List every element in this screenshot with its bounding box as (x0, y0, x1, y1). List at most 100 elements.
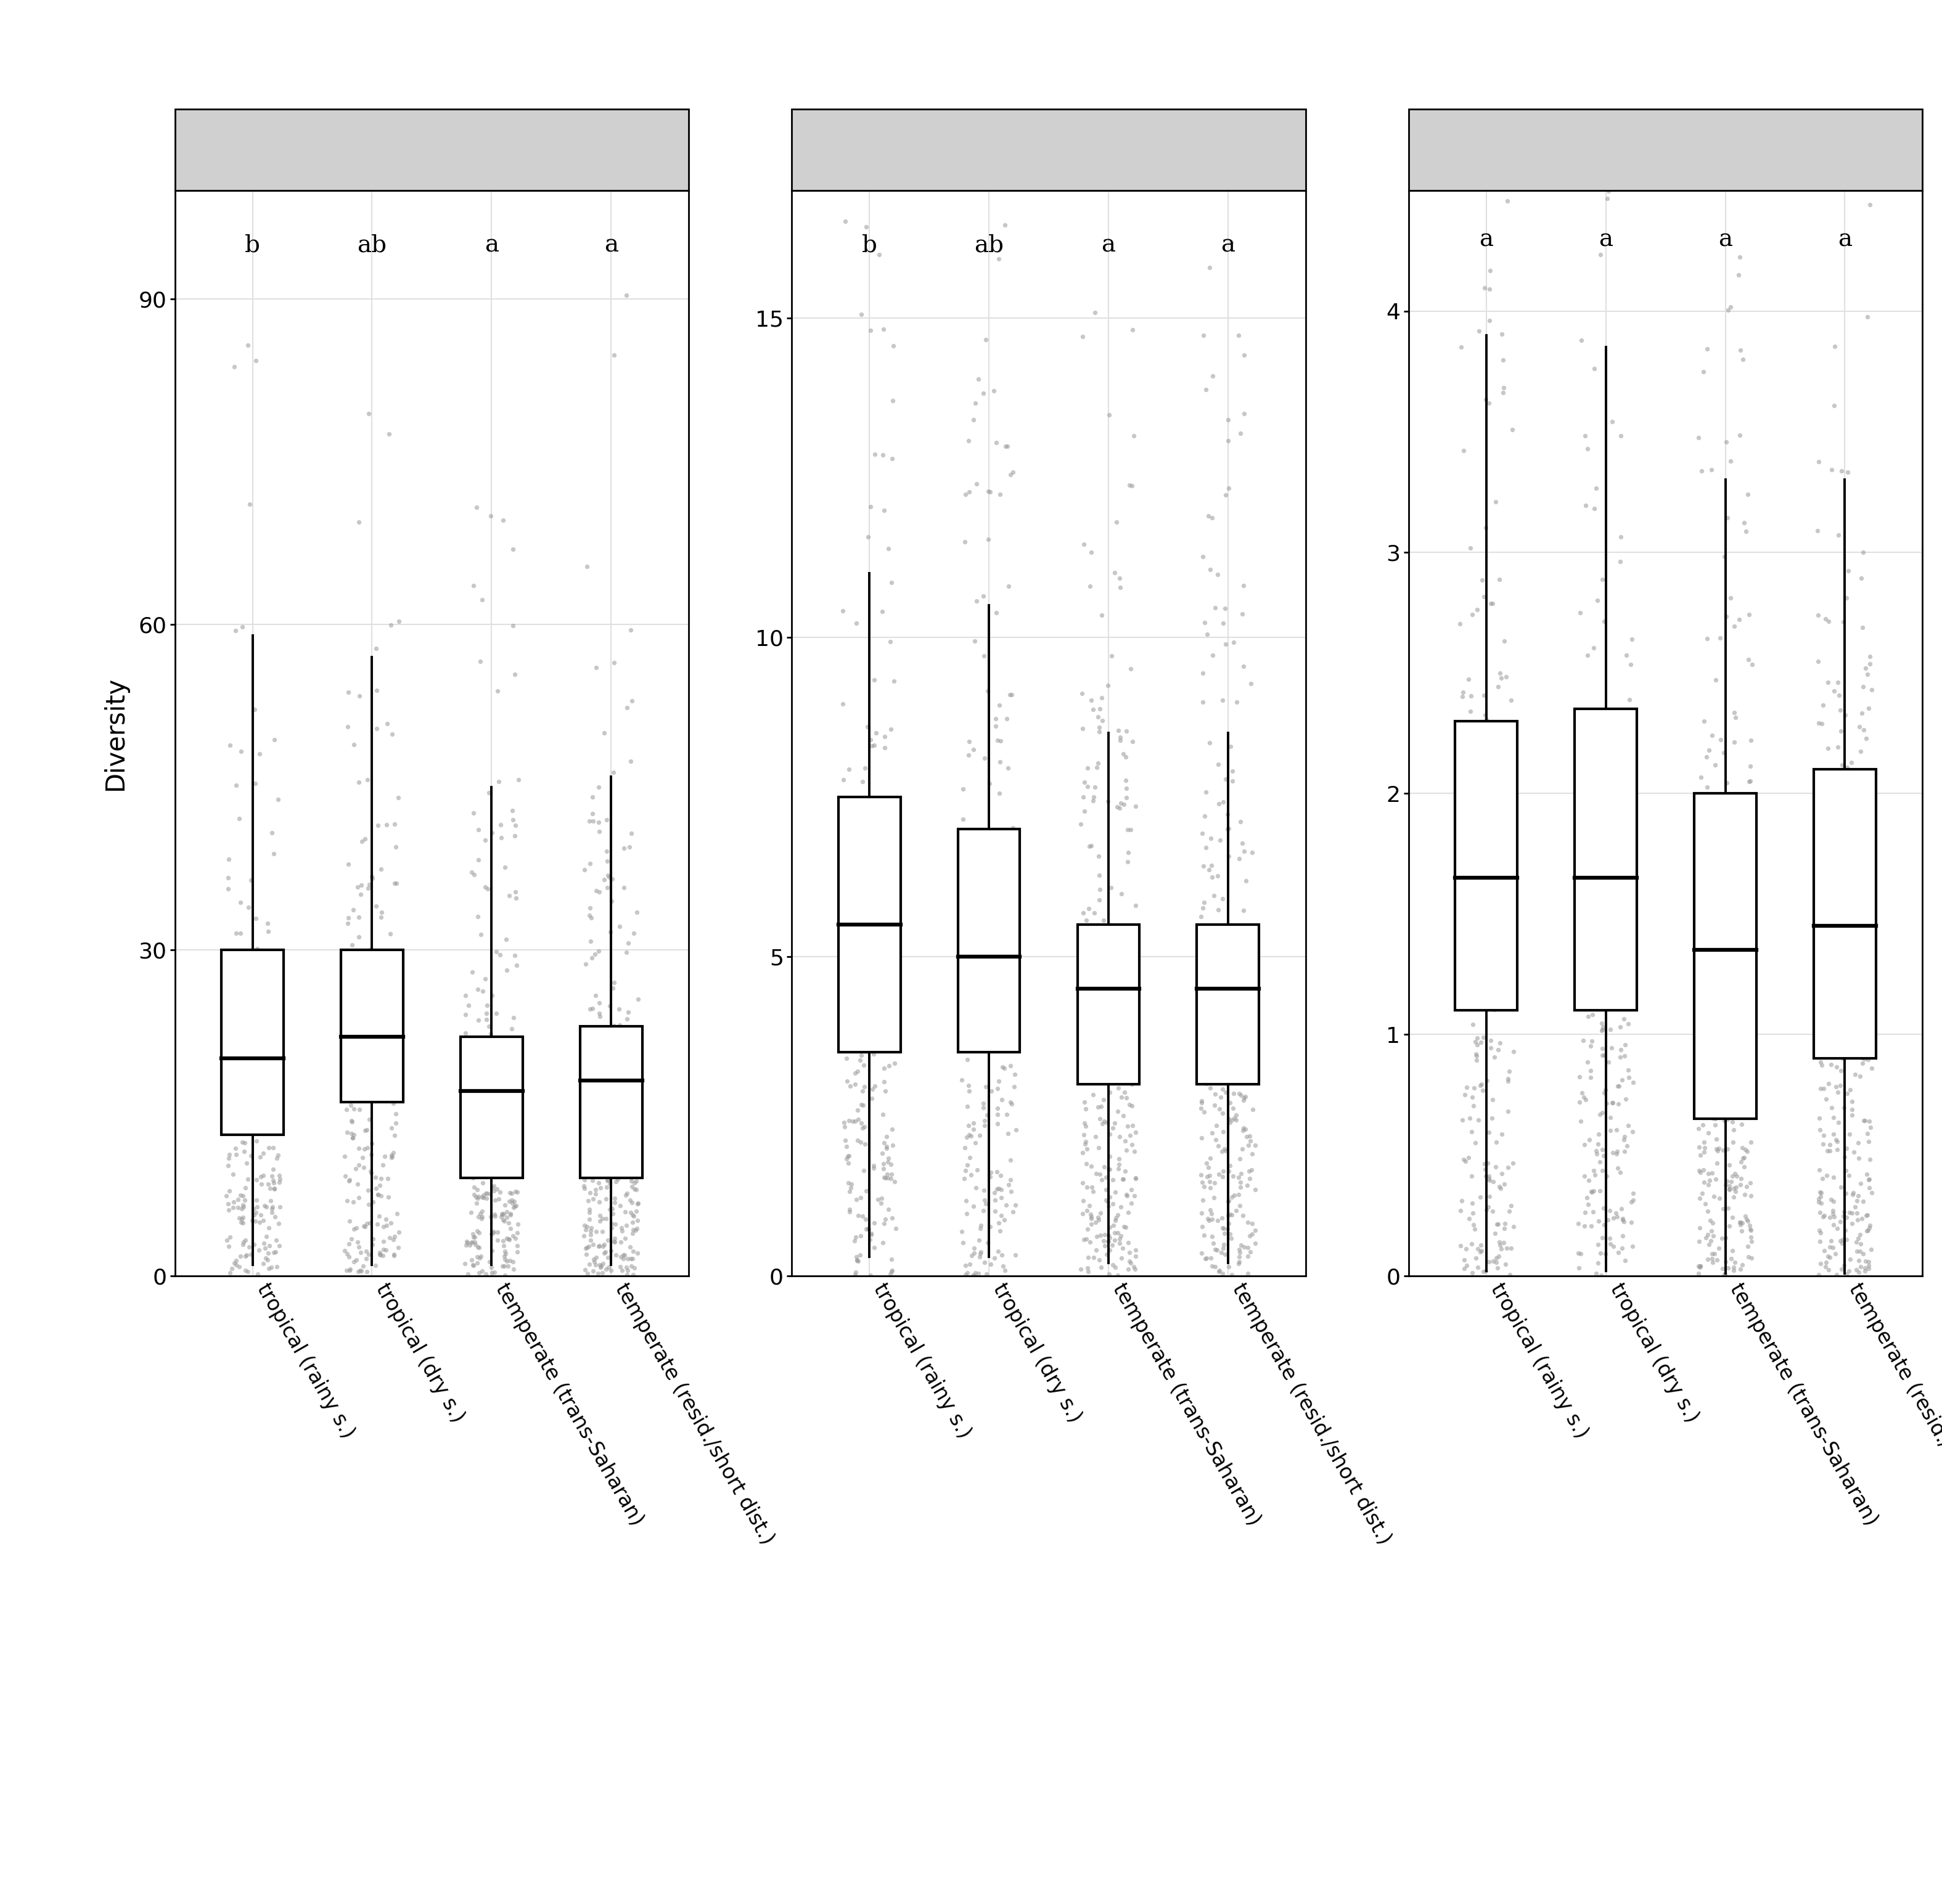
Point (1220, 929, 1251, 960)
Point (1121, 1236, 1152, 1266)
Point (1695, 1053, 1726, 1083)
Point (878, 666, 909, 697)
Point (1814, 1201, 1845, 1232)
Point (1569, 1081, 1600, 1112)
Point (1606, 1234, 1637, 1264)
Point (1579, 958, 1610, 988)
Point (1206, 1074, 1237, 1104)
Point (606, 1255, 637, 1285)
Point (219, 352, 251, 383)
Point (1837, 1179, 1868, 1209)
Point (1196, 851, 1227, 882)
Point (1455, 680, 1486, 710)
Point (497, 1188, 528, 1219)
Point (1612, 973, 1643, 1003)
Point (1808, 920, 1839, 950)
Point (1589, 1040, 1620, 1070)
Point (1843, 1142, 1874, 1173)
Point (369, 1045, 400, 1076)
Point (845, 1220, 876, 1251)
Point (1818, 1198, 1849, 1228)
Point (845, 1240, 876, 1270)
Point (612, 1080, 643, 1110)
Point (1466, 982, 1497, 1013)
Point (466, 1120, 497, 1150)
Point (866, 1182, 897, 1213)
Point (1583, 585, 1614, 615)
Point (486, 1200, 517, 1230)
Point (1730, 1201, 1761, 1232)
Point (1000, 910, 1031, 941)
Point (218, 1192, 249, 1222)
Point (1076, 1200, 1107, 1230)
Point (497, 803, 528, 834)
Point (231, 1240, 262, 1270)
Point (460, 1108, 491, 1139)
Point (1857, 895, 1888, 925)
Point (1466, 941, 1497, 971)
Point (1705, 623, 1736, 653)
Point (1736, 1226, 1767, 1257)
Point (1111, 1211, 1142, 1241)
Point (229, 1137, 260, 1167)
Point (486, 1089, 517, 1120)
Point (1093, 1154, 1124, 1184)
Point (979, 1243, 1010, 1274)
Point (854, 1224, 886, 1255)
Point (1088, 1085, 1119, 1116)
Point (1093, 1259, 1124, 1289)
Point (1587, 1222, 1618, 1253)
Point (621, 1188, 653, 1219)
Point (361, 676, 392, 706)
Point (229, 1255, 260, 1285)
Point (456, 1245, 487, 1276)
Point (466, 1034, 497, 1064)
Point (474, 777, 505, 807)
Point (841, 1241, 872, 1272)
Point (1703, 1182, 1734, 1213)
Point (1214, 1251, 1245, 1281)
Point (1066, 981, 1097, 1011)
Point (1590, 849, 1622, 880)
Point (847, 1112, 878, 1142)
Point (616, 1198, 647, 1228)
Point (600, 1078, 631, 1108)
Point (829, 1112, 860, 1142)
Point (1466, 781, 1497, 811)
Point (1468, 1148, 1499, 1179)
Point (1820, 901, 1851, 931)
Point (458, 1144, 489, 1175)
Point (1457, 1228, 1488, 1259)
Point (1466, 834, 1497, 864)
Point (357, 1080, 388, 1110)
Point (608, 1240, 639, 1270)
Point (1107, 1163, 1138, 1194)
Point (623, 984, 654, 1015)
Point (1066, 948, 1097, 979)
Point (1216, 227, 1247, 257)
Point (1684, 423, 1715, 453)
Point (470, 1179, 501, 1209)
Point (1717, 1201, 1748, 1232)
Point (1847, 1203, 1878, 1234)
Point (1726, 1142, 1758, 1173)
Point (1841, 1226, 1872, 1257)
Point (334, 1255, 365, 1285)
Point (1709, 541, 1740, 571)
Point (860, 784, 891, 815)
Point (487, 1251, 519, 1281)
Point (1229, 1061, 1260, 1091)
Point (1210, 1078, 1241, 1108)
Point (835, 1194, 866, 1224)
Point (1200, 1059, 1231, 1089)
Point (352, 1059, 383, 1089)
Point (1447, 1186, 1478, 1217)
Point (839, 1068, 870, 1099)
Point (880, 1213, 911, 1243)
Point (1480, 486, 1511, 516)
Point (1113, 982, 1144, 1013)
Point (491, 1140, 522, 1171)
Point (1070, 1148, 1101, 1179)
Point (381, 1047, 412, 1078)
Point (1851, 724, 1882, 754)
